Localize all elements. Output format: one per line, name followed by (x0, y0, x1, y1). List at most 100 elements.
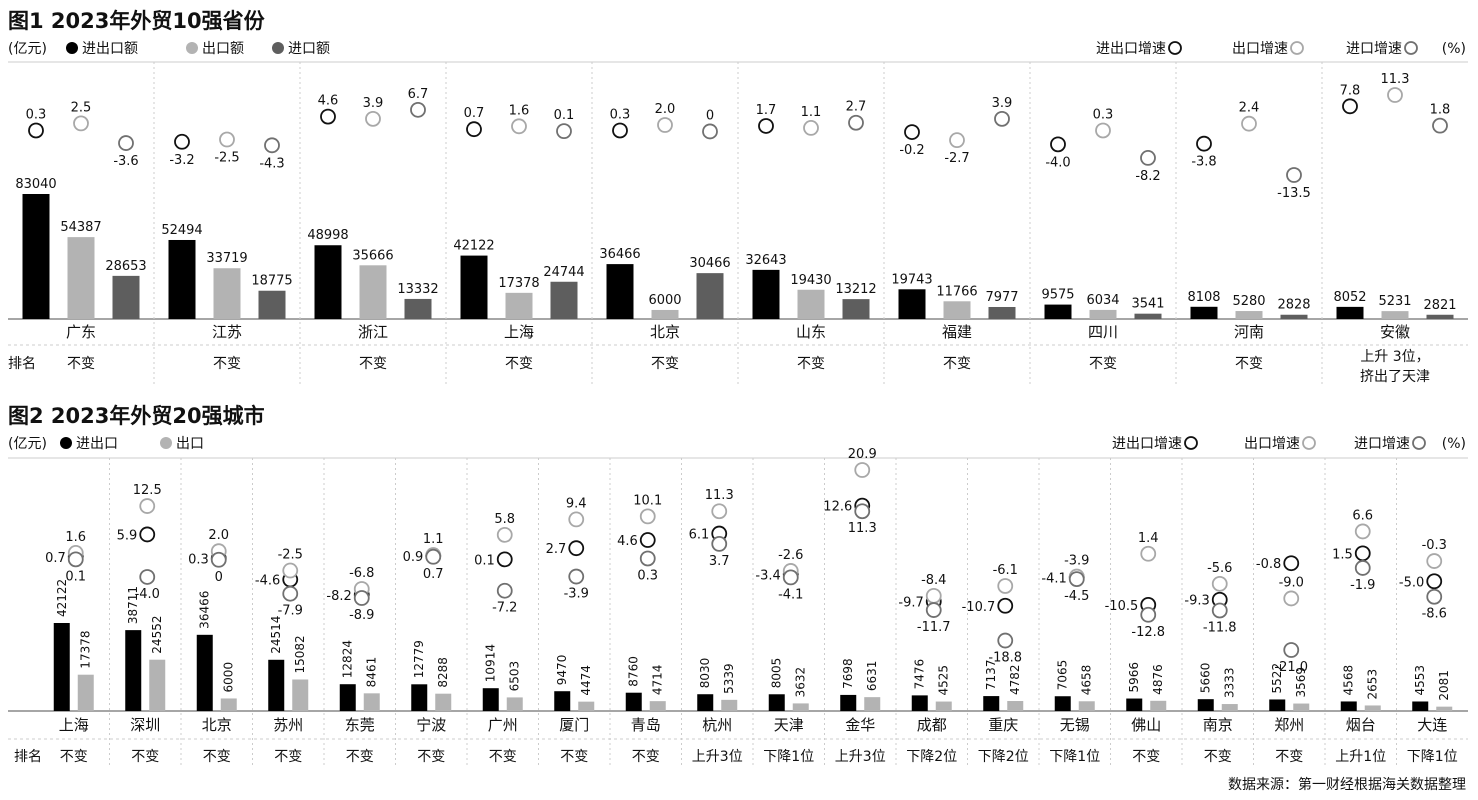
chart1-growth-point (1387, 87, 1403, 103)
chart2-growth-point (496, 582, 513, 599)
chart2-growth-point (1354, 560, 1371, 576)
chart1-growth-label: 2.4 (1239, 101, 1260, 116)
chart2-growth-label: -11.7 (917, 620, 951, 635)
chart2-legend-rate-0: 进出口增速 (1112, 436, 1182, 452)
chart2-category: 烟台 (1346, 716, 1376, 734)
chart2-growth-label: 0.7 (45, 551, 66, 566)
chart2-growth-label: 4.6 (617, 534, 638, 549)
chart2-growth-label: 20.9 (848, 447, 877, 462)
chart2-bar-label: 9470 (555, 655, 569, 686)
chart2-rank: 不变 (489, 749, 517, 765)
chart1-bar-label: 5231 (1378, 294, 1411, 309)
chart2-bar (1293, 703, 1310, 711)
chart1-unit: (亿元) (8, 41, 47, 57)
chart2-bar (363, 693, 380, 711)
chart2-legend-unit: (%) (1442, 436, 1466, 452)
chart1-bar-label: 6000 (648, 293, 681, 308)
chart2-bar-label: 6503 (508, 661, 522, 692)
chart2-category: 重庆 (988, 716, 1018, 734)
chart2-growth-label: 5.9 (117, 528, 138, 543)
chart1-legend-unit: (%) (1442, 41, 1466, 57)
chart1-growth-label: 0.3 (26, 107, 47, 122)
chart2-growth-point (496, 551, 513, 568)
chart1-bar-label: 42122 (453, 239, 494, 254)
chart2-growth-label: 0 (215, 570, 223, 585)
chart2-bar (292, 679, 309, 711)
chart2-growth-label: -5.6 (1207, 561, 1232, 576)
chart2-bar (1150, 700, 1167, 711)
chart1-growth-point (1432, 117, 1448, 134)
chart2-bar (435, 693, 452, 711)
chart2-growth-label: -11.8 (1203, 620, 1237, 635)
chart2-growth-label: 2.0 (208, 528, 229, 543)
chart2-legend-dot-1 (160, 437, 172, 449)
chart2-rank: 下降1位 (1049, 749, 1100, 765)
chart1-growth-label: -3.6 (113, 154, 138, 169)
chart2-growth-label: 12.5 (133, 483, 162, 498)
chart1-bar (1280, 314, 1308, 319)
chart1-growth-point (1241, 115, 1257, 132)
chart2-legend-rate-1: 出口增速 (1244, 436, 1300, 452)
chart2-rank: 上升1位 (1335, 749, 1386, 765)
chart1-category: 江苏 (212, 323, 242, 341)
chart2-bar (53, 623, 70, 711)
chart1-bar-label: 13332 (397, 282, 438, 297)
chart2-bar (554, 691, 571, 711)
chart2-bar-label: 3569 (1294, 667, 1308, 698)
chart2-growth-label: -2.5 (278, 548, 303, 563)
chart1-rank: 挤出了天津 (1360, 369, 1430, 385)
chart2-growth-point (568, 540, 585, 557)
chart2-growth-label: 6.6 (1352, 508, 1373, 523)
chart2-growth-point (282, 585, 299, 602)
chart2-legend-dot-0 (60, 437, 72, 449)
chart2-growth-point (282, 562, 299, 579)
chart2-growth-point (139, 498, 156, 514)
chart2-bar (792, 703, 809, 711)
chart2-rank: 不变 (60, 749, 88, 765)
chart1-bar-label: 2828 (1277, 298, 1310, 313)
chart2-category: 青岛 (631, 716, 661, 734)
chart1-bar-label: 18775 (251, 274, 292, 289)
chart1-growth-point (118, 135, 134, 151)
chart2-bar-label: 4568 (1342, 665, 1356, 696)
chart2-bar-label: 3333 (1223, 667, 1237, 698)
chart2-category: 广州 (488, 716, 518, 734)
chart2-growth-point (139, 569, 156, 585)
chart2-growth-label: 3.7 (709, 554, 730, 569)
chart2-growth-label: 6.1 (689, 528, 710, 543)
chart1-bar-label: 35666 (352, 248, 393, 263)
chart2-growth-label: -12.8 (1131, 625, 1165, 640)
chart1-growth-point (994, 110, 1010, 127)
chart2-growth-point (1140, 545, 1157, 562)
chart2-bar-label: 5522 (1270, 663, 1284, 694)
chart1-legend-rate-circle-2 (1404, 41, 1418, 55)
chart1-bar-label: 2821 (1423, 298, 1456, 313)
chart2-bar-label: 12779 (412, 640, 426, 678)
chart1-growth-point (612, 122, 628, 139)
chart2-category: 深圳 (130, 716, 160, 734)
chart1-bar-label: 11766 (936, 284, 977, 299)
chart1-growth-point (657, 117, 673, 133)
chart2-growth-label: -3.9 (1064, 554, 1089, 569)
chart1-growth-label: 2.0 (655, 102, 676, 117)
chart1-bar (505, 292, 533, 319)
chart1-bar-label: 9575 (1041, 288, 1074, 303)
chart2-legend-rate-circle-1 (1302, 436, 1316, 450)
chart1-bar-label: 19430 (790, 273, 831, 288)
chart1-growth-point (1050, 136, 1066, 153)
chart2-bar (1412, 701, 1429, 711)
chart1-growth-point (702, 123, 718, 140)
chart1-growth-point (28, 122, 44, 139)
chart2-bar-label: 36466 (198, 591, 212, 629)
chart1-bar (752, 269, 780, 319)
chart2-growth-point (353, 590, 370, 606)
chart2-legend-rate-circle-2 (1412, 436, 1426, 450)
chart2-growth-point (568, 511, 585, 528)
chart1-bar (1190, 306, 1218, 319)
chart2-growth-label: -7.2 (492, 601, 517, 616)
chart2-growth-label: 0.7 (423, 567, 444, 582)
chart2-title: 图2 2023年外贸20强城市 (8, 404, 265, 428)
chart2-rank: 不变 (1132, 749, 1160, 765)
chart2-bar (77, 674, 94, 711)
